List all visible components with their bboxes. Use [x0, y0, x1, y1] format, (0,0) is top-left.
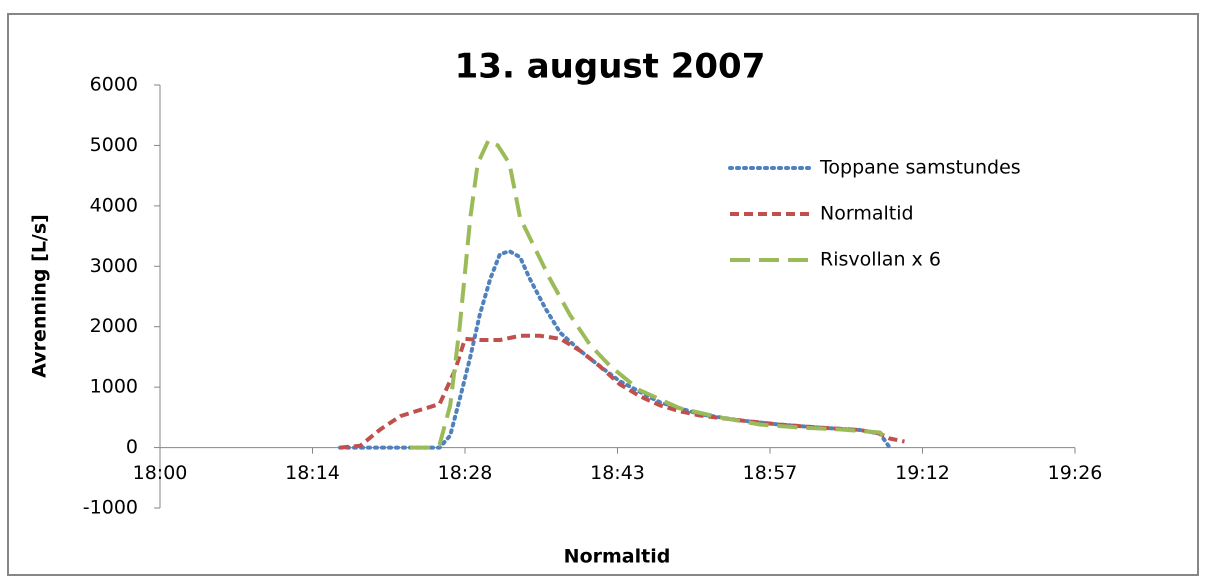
x-tick-label: 18:00 [133, 462, 188, 484]
y-tick-label: 0 [126, 436, 138, 458]
legend-label: Normaltid [820, 203, 914, 225]
series-line [409, 138, 887, 450]
chart-border [7, 13, 1199, 576]
y-tick-label: 3000 [90, 255, 138, 277]
x-tick-label: 18:43 [590, 462, 645, 484]
y-tick-label: 2000 [90, 315, 138, 337]
series-line [339, 333, 905, 450]
y-axis-title: Avrenning [L/s] [29, 214, 51, 378]
y-tick-label: 6000 [90, 74, 138, 96]
x-tick-label: 18:28 [438, 462, 493, 484]
x-tick-label: 19:26 [1048, 462, 1103, 484]
x-tick-label: 18:14 [285, 462, 340, 484]
y-tick-label: 1000 [90, 376, 138, 398]
legend-label: Risvollan x 6 [820, 249, 941, 271]
x-tick-label: 19:12 [895, 462, 950, 484]
legend-label: Toppane samstundes [819, 157, 1021, 179]
x-axis-title: Normaltid [564, 546, 671, 568]
x-tick-label: 18:57 [743, 462, 798, 484]
y-tick-label: 5000 [90, 134, 138, 156]
y-tick-label: -1000 [83, 497, 138, 519]
chart-title: 13. august 2007 [455, 47, 766, 87]
y-tick-label: 4000 [90, 194, 138, 216]
series-line [338, 249, 892, 450]
